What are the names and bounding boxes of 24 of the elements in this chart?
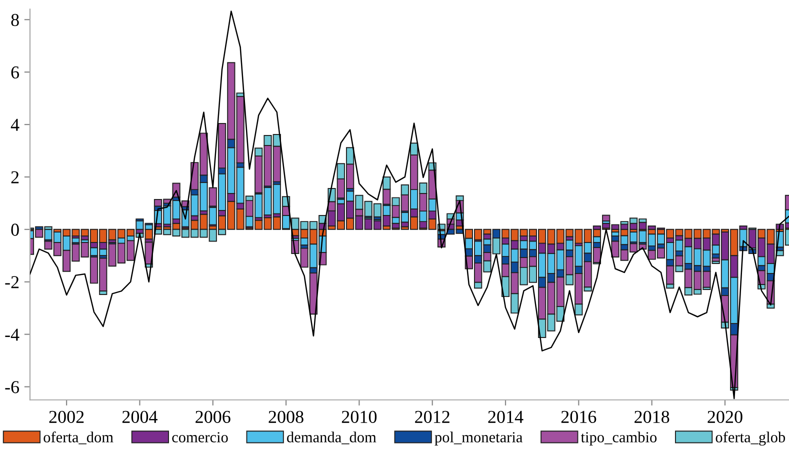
x-tick-label: 2016 [561,410,596,423]
x-tick-label: 2004 [122,410,158,423]
x-tick-label: 2018 [634,410,670,423]
legend-label: pol_monetaria [434,432,523,446]
legend-label: comercio [172,432,228,442]
y-tick-label: -2 [5,276,19,288]
legend-label: oferta_glob [716,431,786,446]
x-tick-label: 2008 [268,410,304,423]
legend-label: tipo_cambio [580,432,657,446]
y-tick-label: -4 [5,328,20,341]
y-tick-label: 6 [11,66,20,79]
x-tick-label: 2010 [342,410,377,423]
y-tick-label: -6 [5,381,20,394]
y-tick-label: 2 [11,171,19,184]
legend-label: oferta_dom [44,431,114,444]
x-tick-label: 2020 [708,410,742,423]
x-tick-label: 2002 [49,410,84,423]
legend-label: demanda_dom [287,432,376,444]
y-tick-label: 0 [11,224,19,236]
y-tick-label: 4 [10,118,20,131]
x-tick-label: 2012 [415,410,450,423]
x-tick-label: 2014 [488,410,524,423]
x-tick-label: 2006 [196,410,230,423]
y-tick-label: 8 [11,14,19,26]
